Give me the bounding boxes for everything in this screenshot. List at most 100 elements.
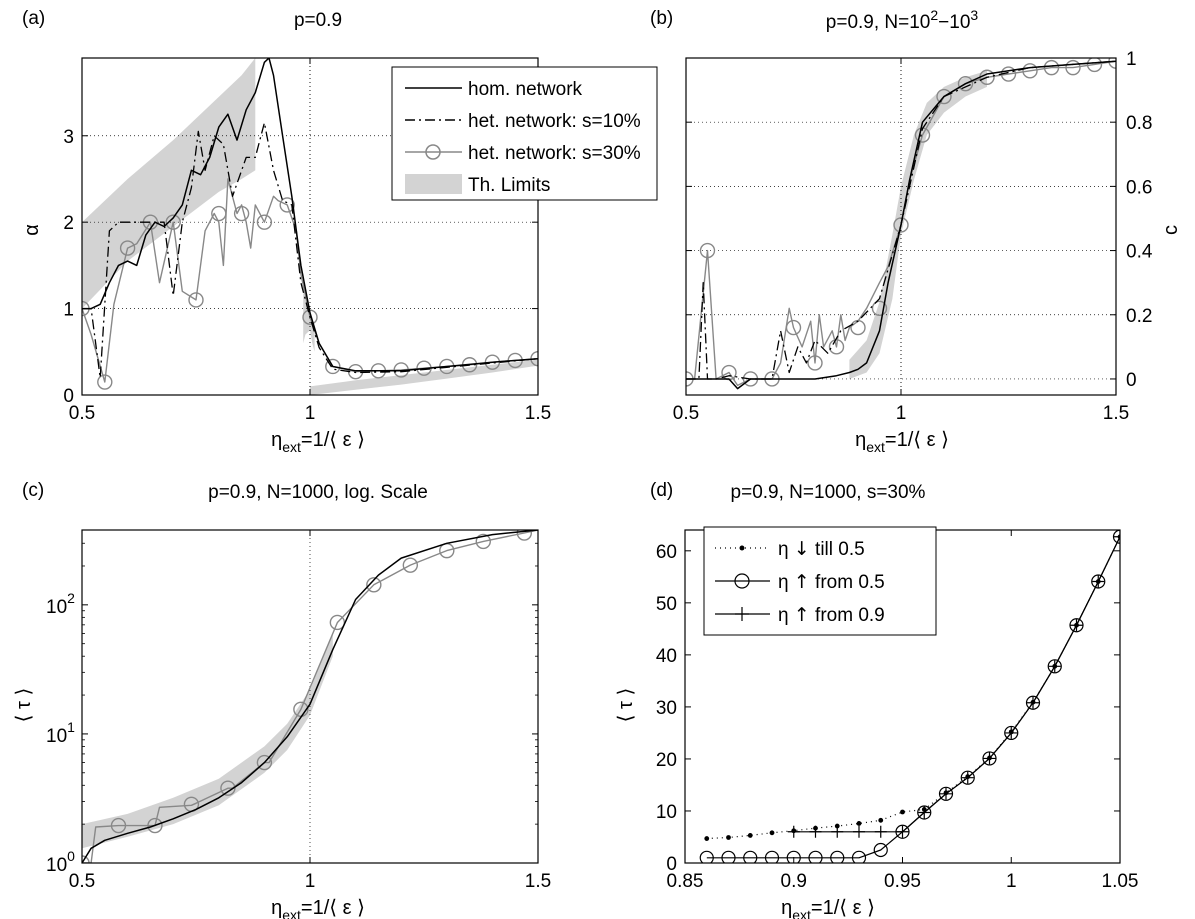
panel-label: (a) xyxy=(22,8,45,29)
data-point xyxy=(721,850,736,863)
data-point xyxy=(402,557,419,573)
legend: η ↓ till 0.5 η ↑ from 0.5 η ↑ from 0.9 xyxy=(703,526,937,636)
data-point xyxy=(918,806,931,819)
legend-marker-s30 xyxy=(425,144,441,160)
data-point xyxy=(366,577,382,593)
y-tick-label: 3 xyxy=(63,127,74,148)
data-point xyxy=(874,825,887,838)
panel-label: (d) xyxy=(650,480,673,501)
y-tick-label: 2 xyxy=(63,213,74,234)
y-tick-label: 0 xyxy=(63,386,74,407)
panel-d: (d) p=0.9, N=1000, s=30% ⟨ τ ⟩ ηext=1/⟨ … xyxy=(615,480,1138,919)
data-point xyxy=(1069,618,1084,633)
y-tick-label: 30 xyxy=(656,698,677,719)
data-point xyxy=(165,214,181,230)
data-point xyxy=(1070,619,1083,632)
x-tick-label: 0.5 xyxy=(673,403,699,424)
legend-marker-up09 xyxy=(735,607,749,621)
y-tick-label: 10 xyxy=(656,802,677,823)
x-tick-label: 0.9 xyxy=(781,871,807,892)
x-tick-label: 1.5 xyxy=(525,403,551,424)
x-axis-label: ηext=1/⟨ ε ⟩ xyxy=(781,897,875,919)
data-point xyxy=(147,817,163,834)
data-point xyxy=(960,770,975,785)
x-tick-label: 1 xyxy=(1006,871,1017,892)
data-point xyxy=(233,205,250,222)
data-point xyxy=(851,850,867,863)
data-point xyxy=(516,530,533,541)
data-point xyxy=(900,809,905,815)
panel-title: p=0.9 xyxy=(294,10,342,31)
plot-area xyxy=(686,58,1116,395)
panel-label: (b) xyxy=(650,8,673,29)
x-tick-label: 0.95 xyxy=(884,871,921,892)
plot-area xyxy=(82,58,538,395)
legend-marker-down xyxy=(739,545,745,551)
data-point xyxy=(1047,659,1062,674)
data-point xyxy=(1112,530,1120,544)
data-point xyxy=(917,805,932,820)
x-tick-label: 1.05 xyxy=(1102,871,1139,892)
data-point xyxy=(325,358,341,375)
data-point xyxy=(699,850,714,863)
data-point xyxy=(1004,725,1019,741)
data-point xyxy=(1022,63,1038,79)
data-point xyxy=(256,214,273,230)
y-tick-label: 50 xyxy=(656,594,677,615)
y-tick-label: 1 xyxy=(1126,49,1137,70)
data-point xyxy=(893,217,909,233)
series-line xyxy=(82,530,538,863)
panel-title: p=0.9, N=1000, log. Scale xyxy=(208,482,428,503)
data-point xyxy=(1025,695,1041,710)
x-axis-label: ηext=1/⟨ ε ⟩ xyxy=(855,429,949,455)
legend-entry: het. network: s=10% xyxy=(468,111,641,132)
data-point xyxy=(211,205,227,222)
panel-c: (c) p=0.9, N=1000, log. Scale ⟨ τ ⟩ ηext… xyxy=(13,480,551,919)
data-point xyxy=(873,842,888,858)
data-point xyxy=(188,292,204,308)
plot-area xyxy=(699,530,1120,863)
data-point xyxy=(787,825,800,838)
data-point xyxy=(1114,530,1120,543)
data-point xyxy=(957,75,974,92)
y-tick-label: 0.6 xyxy=(1126,177,1152,198)
legend-marker-up05 xyxy=(734,573,750,589)
legend-entry: hom. network xyxy=(468,79,583,100)
series-line xyxy=(686,60,1116,390)
data-point xyxy=(938,786,954,801)
y-tick-label: 40 xyxy=(656,646,677,667)
panel-b: (b) p=0.9, N=102−103 c ηext=1/⟨ ε ⟩ 0.5 1… xyxy=(650,7,1182,455)
series-line xyxy=(82,122,538,379)
legend-entry: η ↑ from 0.5 xyxy=(778,571,885,593)
y-axis-label: ⟨ τ ⟩ xyxy=(615,688,637,723)
data-point xyxy=(1091,574,1106,589)
data-point xyxy=(961,771,974,784)
data-point xyxy=(830,850,845,863)
data-point xyxy=(110,817,127,834)
data-point xyxy=(807,355,823,371)
theory-band xyxy=(82,58,256,309)
data-point xyxy=(279,197,295,213)
series-line xyxy=(82,58,538,372)
theory-band xyxy=(303,291,315,352)
y-tick-label: 20 xyxy=(656,750,677,771)
y-tick-label: 0 xyxy=(666,854,677,875)
y-tick-label: 0.2 xyxy=(1126,306,1152,327)
y-tick-label: 100 xyxy=(46,848,75,876)
data-point xyxy=(896,825,909,838)
data-point xyxy=(828,339,845,355)
data-point xyxy=(220,780,236,796)
y-axis-label: ⟨ τ ⟩ xyxy=(13,688,35,723)
data-point xyxy=(808,850,823,863)
x-axis-label: ηext=1/⟨ ε ⟩ xyxy=(271,429,365,455)
x-tick-label: 1 xyxy=(305,871,316,892)
data-point xyxy=(475,533,491,550)
legend-entry: het. network: s=30% xyxy=(468,143,641,164)
y-tick-label: 0 xyxy=(1126,370,1137,391)
data-point xyxy=(747,833,753,838)
x-tick-label: 1 xyxy=(896,403,907,424)
data-point xyxy=(853,825,865,838)
panel-label: (c) xyxy=(22,480,44,501)
theory-band xyxy=(310,359,538,395)
